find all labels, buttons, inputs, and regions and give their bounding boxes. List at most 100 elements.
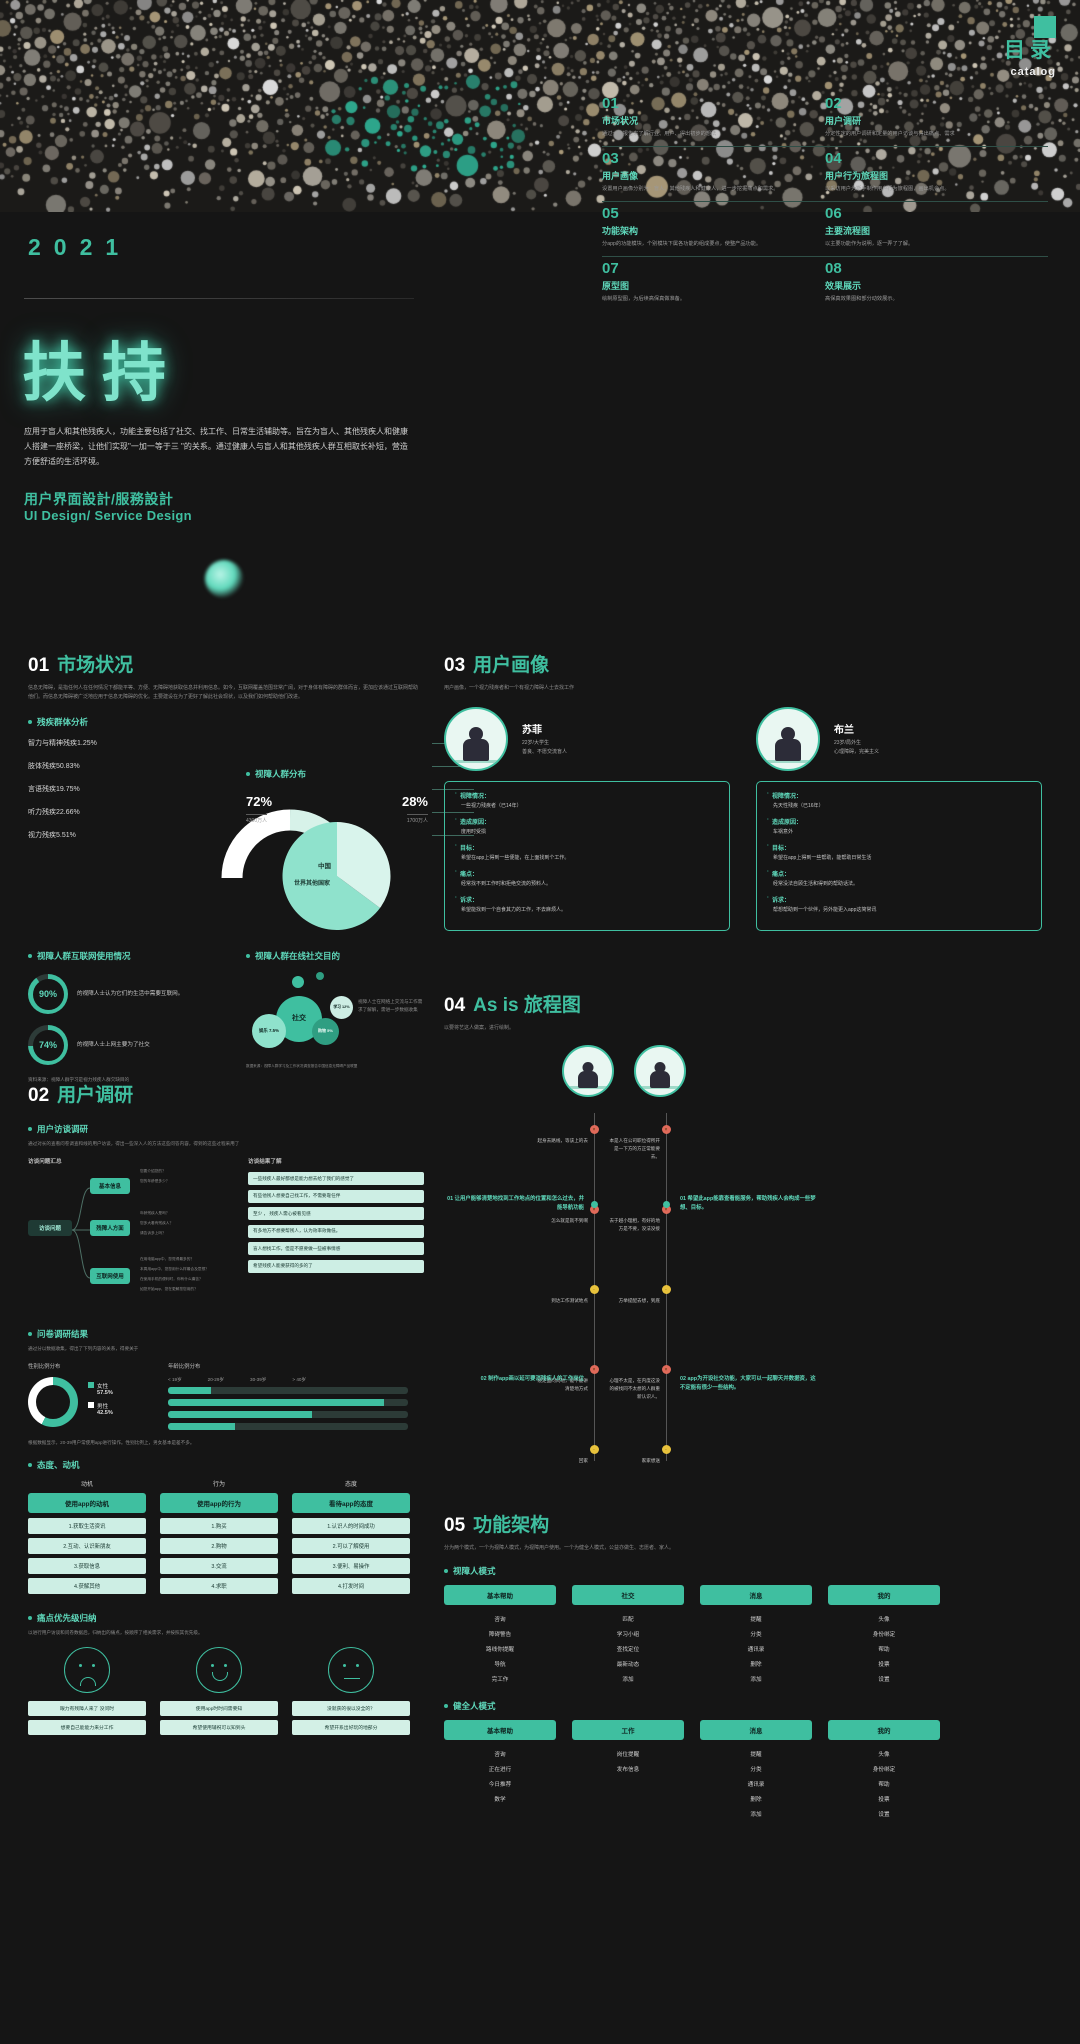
function-item: 最新动态 — [616, 1661, 640, 1668]
catalog-item[interactable]: 01 市场状况 通过一些报告来了解行业、用户、得出初步的想法 — [602, 96, 825, 139]
mindmap-branch-1: 基本信息 — [90, 1178, 130, 1194]
journey-mood-icon: × — [589, 1205, 599, 1214]
function-column: 基本帮助 咨询 正在进行 今日推荐 数学 — [444, 1720, 556, 1821]
catalog-row: 07 原型图 绘制原型图，为后续高保真做准备。 08 效果展示 高保真效果图和部分动效展示… — [602, 257, 1048, 311]
persona-field-value: 经常没法自顾生活和得到的帮助话法。 — [773, 881, 859, 887]
function-item: 头像 — [878, 1751, 890, 1758]
catalog-item-number: 05 — [602, 205, 619, 222]
section-03-number: 03 — [444, 655, 466, 676]
journey-opportunity-dot — [662, 1201, 670, 1208]
pie-right-label: 28% 1700万人 — [402, 794, 428, 827]
attitude-item: 2.购物 — [160, 1538, 278, 1554]
section-04-number: 04 — [444, 995, 466, 1016]
interview-block: 用户访谈调研 通过对长的查看问卷调查和线的用户访谈，得出一些深入人的方法这些问答… — [28, 1123, 428, 1316]
function-item: 咨询 — [494, 1751, 506, 1758]
catalog-item[interactable]: 02 用户调研 分定性定的用户调研和定量的用户访谈与得出痛点、需求 — [825, 96, 1048, 139]
function-item: 正在进行 — [488, 1766, 512, 1773]
age-legend-label: 30-39岁 — [250, 1377, 267, 1382]
function-column-head[interactable]: 基本帮助 — [444, 1720, 556, 1740]
section-03-header: 03 用户画像 — [444, 650, 1056, 677]
function-item: 删除 — [750, 1661, 762, 1668]
attitude-column: 行为 使用app的行为 1.购买 2.购物 3.交流 4.求职 — [160, 1479, 278, 1598]
disability-chart-heading: 残疾群体分析 — [28, 716, 428, 728]
glow-dot-icon — [205, 560, 243, 598]
persona-field-key: 视障情况： — [455, 791, 719, 800]
usage-percent: 74% — [32, 1029, 64, 1061]
function-column-head[interactable]: 消息 — [700, 1585, 812, 1605]
function-column-head[interactable]: 我的 — [828, 1585, 940, 1605]
cover-divider — [24, 298, 414, 299]
catalog-item[interactable]: 06 主要流程图 以主要功能作为说明，逐一弄了了解。 — [825, 206, 1048, 249]
catalog-item-title: 功能架构 — [602, 226, 639, 236]
catalog-header: 目录 catalog — [1004, 16, 1056, 78]
result-pill: 一些残疾人最好都想是能力想去给了我们的感觉了 — [248, 1172, 424, 1185]
function-column: 社交 匹配 学习小组 查找定位 最新动态 添加 — [572, 1585, 684, 1686]
catalog-item-title: 用户行为旅程图 — [825, 171, 889, 181]
function-column-head[interactable]: 工作 — [572, 1720, 684, 1740]
attitude-item: 4.打发时间 — [292, 1578, 410, 1594]
persona-field-value: 希望在app上得到一些便能，在上面找到个工作。 — [461, 855, 570, 861]
journey-mood-icon: × — [589, 1365, 599, 1374]
journey-mood-icon: · — [661, 1445, 671, 1454]
attitude-item: 2.可以了解使用 — [292, 1538, 410, 1554]
section-04-header: 04 As is 旅程图 — [444, 990, 1056, 1017]
function-column-head[interactable]: 基本帮助 — [444, 1585, 556, 1605]
function-item: 帮助 — [878, 1646, 890, 1653]
function-column-head[interactable]: 社交 — [572, 1585, 684, 1605]
age-bar-fill — [168, 1399, 384, 1406]
usage-ring: 90% — [28, 974, 68, 1014]
legend-percent: 42.5% — [97, 1410, 113, 1416]
age-bar-fill — [168, 1387, 212, 1394]
painpoint-column: 使用app时时间需要知 希望使用辅祝可以知到头 — [160, 1647, 278, 1739]
persona-field-key: 诉求： — [767, 895, 1031, 904]
mindmap-branch-2: 残障人方面 — [90, 1220, 130, 1236]
function-item: 路线你提醒 — [486, 1646, 514, 1653]
catalog-item-number: 01 — [602, 95, 619, 112]
stat-label: 言语残疾19.75% — [28, 786, 80, 793]
avatar — [444, 707, 508, 771]
internet-usage-row: 74% 的视障人士上网主要为了社交 — [28, 1025, 224, 1065]
function-column-head[interactable]: 消息 — [700, 1720, 812, 1740]
catalog-item-title: 效果展示 — [825, 281, 862, 291]
attitude-item: 1.认识人的时间成功 — [292, 1518, 410, 1534]
stat-line: 听力残疾22.66% — [28, 807, 474, 817]
legend-swatch — [88, 1402, 94, 1408]
section-02-number: 02 — [28, 1085, 50, 1106]
catalog-item[interactable]: 03 用户画像 设置用户画像分别为：盲人、其他残疾人和健康人，进一步挖掘痛点和需求。 — [602, 151, 825, 194]
results-list: 一些残疾人最好都想是能力想去给了我们的感觉了 有些他残人想要自己找工作，不需要靠任… — [248, 1172, 424, 1273]
catalog-row: 01 市场状况 通过一些报告来了解行业、用户、得出初步的想法 02 用户调研 分定性定的用… — [602, 92, 1048, 147]
function-columns-blind: 基本帮助 咨询 障碍警告 路线你提醒 导航 完工作 社交 匹配 学习小组 查找定位 最新动态 添加 消息… — [444, 1585, 1056, 1686]
legend-swatch — [88, 1382, 94, 1388]
function-item: 通讯录 — [747, 1781, 765, 1788]
bubble-cluster: 社交 娱乐 7.5% 购物 5% 学习 12% 视障人士在网络上交流与工作需求了… — [246, 968, 428, 1058]
result-pill: 有些他残人想要自己找工作，不需要靠任伴 — [248, 1189, 424, 1203]
attitude-item: 3.便利、易操作 — [292, 1558, 410, 1574]
attitude-column-head: 态度 — [344, 1482, 357, 1488]
painpoint-box: 使用app时时间需要知 — [160, 1701, 278, 1716]
persona-field-key: 造成原因： — [455, 817, 719, 826]
function-column-head[interactable]: 我的 — [828, 1720, 940, 1740]
catalog-row: 03 用户画像 设置用户画像分别为：盲人、其他残疾人和健康人，进一步挖掘痛点和需求。… — [602, 147, 1048, 202]
cover-paragraph: 应用于盲人和其他残疾人，功能主要包括了社交、找工作、日常生活辅助等。旨在为盲人、… — [24, 427, 408, 466]
persona-field-value: 希望能找到一个自食其力的工作，不去麻烦人。 — [461, 907, 567, 913]
mode-blind-block: 视障人模式 基本帮助 咨询 障碍警告 路线你提醒 导航 完工作 社交 匹配 学习小组 查找定位 最新… — [444, 1565, 1056, 1686]
function-item: 分类 — [750, 1766, 762, 1773]
results-title: 访谈结果了解 — [248, 1159, 282, 1165]
attitude-heading: 态度、动机 — [28, 1459, 428, 1471]
catalog-item[interactable]: 08 效果展示 高保真效果图和部分动效展示。 — [825, 261, 1048, 304]
catalog-item[interactable]: 07 原型图 绘制原型图，为后续高保真做准备。 — [602, 261, 825, 304]
catalog-item[interactable]: 05 功能架构 分app的功能模块，个别模块下属各功能的组成要点，使整产品功能。 — [602, 206, 825, 249]
section-05-number: 05 — [444, 1515, 466, 1536]
function-item: 障碍警告 — [488, 1631, 512, 1638]
painpoint-desc: 以进行用户访谈和问卷数据后，归纳出的痛点，按顺序了相关需求，并按照其优先级。 — [28, 1630, 203, 1635]
result-pill: 盲人想找工作，但是不愿要做一些被事情感 — [248, 1242, 424, 1255]
function-item: 数学 — [494, 1796, 506, 1803]
journey-step-text: 起身去路线，等该上的去 — [537, 1138, 588, 1143]
mindmap-question: 如您开始app，您在更解您您用的？ — [140, 1287, 198, 1291]
catalog-item-desc: 通过一些报告来了解行业、用户、得出初步的想法 — [602, 131, 717, 137]
attitude-column-top: 使用app的行为 — [160, 1493, 278, 1513]
catalog-title-en: catalog — [1010, 66, 1056, 78]
gender-chart-title: 性别比例分布 — [28, 1364, 61, 1370]
catalog-item[interactable]: 04 用户行为旅程图 以采访用户为斯手制作用户行为旅程图，画出机会点。 — [825, 151, 1048, 194]
journey-mood-icon: × — [589, 1125, 599, 1134]
